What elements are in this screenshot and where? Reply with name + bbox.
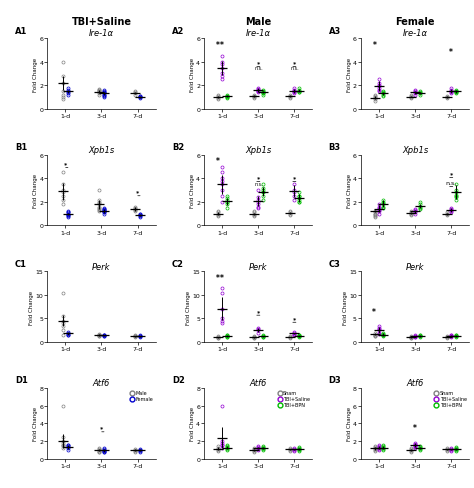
Text: B2: B2 (172, 143, 184, 152)
Title: Xpb1s: Xpb1s (88, 145, 115, 155)
Text: A1: A1 (15, 26, 27, 36)
Text: *: * (293, 176, 296, 181)
Y-axis label: Fold Change: Fold Change (343, 290, 348, 324)
Text: *: * (293, 61, 296, 66)
Title: Atf6: Atf6 (250, 378, 267, 387)
Y-axis label: Fold Change: Fold Change (33, 174, 38, 208)
Text: Female: Female (395, 17, 435, 27)
Y-axis label: Fold Change: Fold Change (186, 290, 191, 324)
Legend: Sham, TBI+Saline, TBI+BPN: Sham, TBI+Saline, TBI+BPN (435, 390, 467, 407)
Title: Ire-1α: Ire-1α (246, 29, 271, 38)
Text: C1: C1 (15, 259, 27, 268)
Text: *: * (450, 172, 453, 177)
Text: *: * (293, 316, 296, 321)
Text: *: * (449, 47, 453, 57)
Title: Ire-1α: Ire-1α (89, 29, 114, 38)
Title: Xpb1s: Xpb1s (245, 145, 272, 155)
Y-axis label: Fold Change: Fold Change (190, 57, 195, 91)
Legend: Sham, TBI+Saline, TBI+BPN: Sham, TBI+Saline, TBI+BPN (278, 390, 310, 407)
Text: *: * (136, 190, 139, 195)
Text: n.s.: n.s. (254, 66, 263, 71)
Text: *: * (413, 424, 417, 432)
Text: *: * (257, 61, 260, 66)
Y-axis label: Fold Change: Fold Change (190, 407, 195, 441)
Text: D3: D3 (328, 376, 341, 385)
Text: *: * (257, 176, 260, 181)
Text: *: * (257, 309, 260, 314)
Title: Perk: Perk (406, 262, 424, 271)
Text: C3: C3 (328, 259, 340, 268)
Text: *: * (220, 273, 224, 282)
Y-axis label: Fold Change: Fold Change (29, 290, 34, 324)
Text: TBI+Saline: TBI+Saline (72, 17, 131, 27)
Title: Perk: Perk (249, 262, 268, 271)
Y-axis label: Fold Change: Fold Change (346, 57, 352, 91)
Y-axis label: Fold Change: Fold Change (33, 57, 38, 91)
Text: n.s.: n.s. (446, 181, 457, 186)
Text: A2: A2 (172, 26, 184, 36)
Title: Atf6: Atf6 (407, 378, 424, 387)
Title: Perk: Perk (92, 262, 111, 271)
Text: *: * (373, 41, 377, 49)
Text: A3: A3 (328, 26, 341, 36)
Y-axis label: Fold Change: Fold Change (190, 174, 195, 208)
Title: Ire-1α: Ire-1α (403, 29, 428, 38)
Text: D2: D2 (172, 376, 185, 385)
Text: C2: C2 (172, 259, 184, 268)
Y-axis label: Fold Change: Fold Change (346, 174, 352, 208)
Y-axis label: Fold Change: Fold Change (33, 407, 38, 441)
Text: B1: B1 (15, 143, 27, 152)
Text: n.s.: n.s. (254, 182, 263, 187)
Text: n.s.: n.s. (290, 66, 299, 71)
Title: Atf6: Atf6 (93, 378, 110, 387)
Y-axis label: Fold Change: Fold Change (346, 407, 352, 441)
Text: *: * (216, 273, 220, 282)
Text: *: * (100, 426, 103, 430)
Text: D1: D1 (15, 376, 28, 385)
Text: *: * (216, 157, 220, 166)
Text: Male: Male (245, 17, 272, 27)
Text: *: * (64, 162, 67, 167)
Title: Xpb1s: Xpb1s (402, 145, 428, 155)
Text: *: * (220, 41, 224, 49)
Text: *: * (216, 41, 220, 49)
Text: B3: B3 (328, 143, 341, 152)
Legend: Male, Female: Male, Female (130, 390, 153, 402)
Text: *: * (372, 307, 376, 316)
